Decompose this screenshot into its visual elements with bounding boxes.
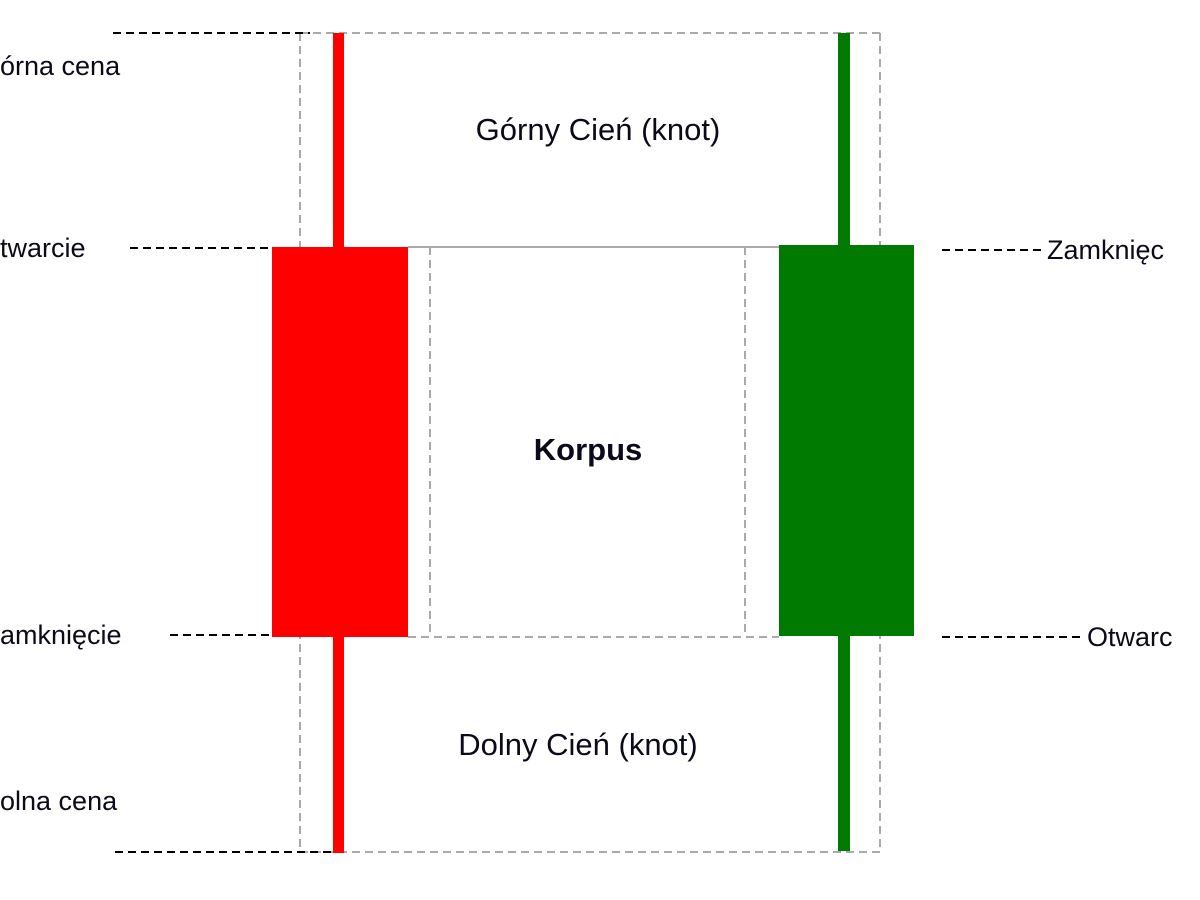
right-label-close: Zamknięc bbox=[1047, 235, 1165, 265]
body-label: Korpus bbox=[533, 432, 643, 467]
bearish-body bbox=[272, 247, 408, 637]
left-label-close: amknięcie bbox=[0, 620, 122, 650]
lower-shadow-label: Dolny Cień (knot) bbox=[458, 727, 698, 762]
bullish-body bbox=[779, 245, 914, 636]
left-label-open: twarcie bbox=[0, 233, 86, 263]
leader-lines bbox=[113, 32, 1085, 853]
right-label-open: Otwarc bbox=[1087, 622, 1173, 652]
left-label-high: órna cena bbox=[0, 51, 121, 81]
left-label-low: olna cena bbox=[0, 786, 118, 816]
upper-shadow-label: Górny Cień (knot) bbox=[475, 112, 721, 147]
